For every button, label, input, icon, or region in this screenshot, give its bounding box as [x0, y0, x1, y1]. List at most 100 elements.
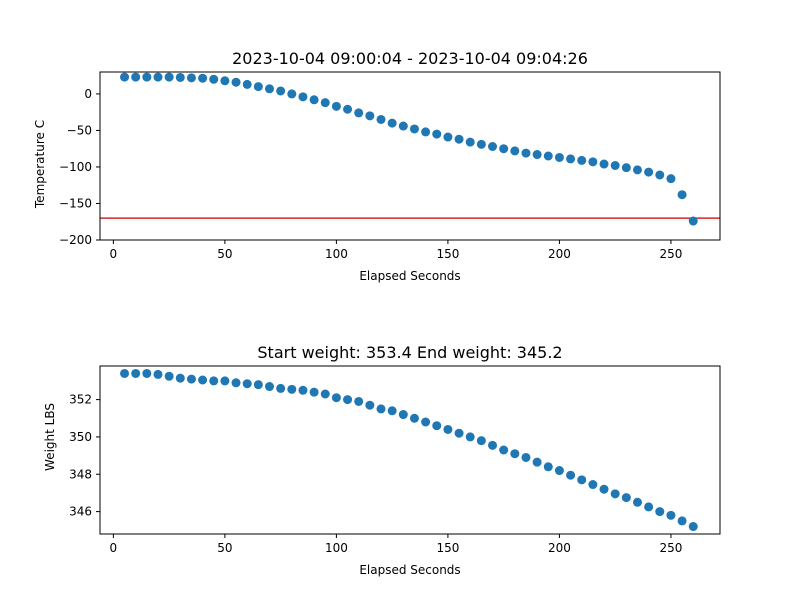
weight-x-tick-label: 250 [659, 541, 682, 555]
temperature-data-point [599, 159, 609, 169]
weight-data-point [476, 436, 486, 446]
temperature-data-point [510, 146, 520, 156]
temperature-x-tick-label: 200 [548, 247, 571, 261]
temperature-data-point [621, 163, 631, 173]
temperature-data-point [276, 86, 286, 96]
temperature-data-point [153, 72, 163, 82]
temperature-data-point [343, 104, 353, 114]
weight-data-point [566, 470, 576, 480]
weight-chart-title: Start weight: 353.4 End weight: 345.2 [257, 343, 562, 362]
weight-data-point [320, 389, 330, 399]
temperature-data-point [666, 174, 676, 184]
weight-data-point [175, 373, 185, 383]
weight-data-point [666, 510, 676, 520]
temperature-y-tick-label: −150 [59, 196, 92, 210]
temperature-data-point [421, 127, 431, 137]
weight-y-axis-label: Weight LBS [43, 403, 57, 471]
temperature-data-point [387, 118, 397, 128]
weight-data-point [209, 376, 219, 386]
temperature-data-point [566, 154, 576, 164]
temperature-data-point [242, 79, 252, 89]
temperature-data-point [644, 167, 654, 177]
weight-data-point [577, 475, 587, 485]
weight-data-point [688, 522, 698, 532]
weight-data-point [677, 516, 687, 526]
weight-data-point [409, 413, 419, 423]
temperature-data-point [409, 124, 419, 134]
weight-data-point [131, 368, 141, 378]
weight-data-point [387, 406, 397, 416]
temperature-data-point [610, 160, 620, 170]
weight-data-point [599, 484, 609, 494]
weight-data-point [621, 493, 631, 503]
weight-data-point [264, 382, 274, 392]
weight-data-point [276, 383, 286, 393]
weight-data-point [120, 368, 130, 378]
weight-data-point [632, 497, 642, 507]
temperature-data-point [175, 72, 185, 82]
temperature-data-point [398, 121, 408, 131]
weight-data-point [543, 462, 553, 472]
temperature-y-tick-label: −200 [59, 233, 92, 247]
weight-data-point [231, 378, 241, 388]
weight-data-point [465, 432, 475, 442]
weight-data-point [655, 507, 665, 517]
weight-data-point [186, 374, 196, 384]
temperature-chart-title: 2023-10-04 09:00:04 - 2023-10-04 09:04:2… [232, 49, 588, 68]
weight-data-point [588, 480, 598, 490]
temperature-data-point [142, 72, 152, 82]
temperature-data-point [632, 165, 642, 175]
weight-data-point [153, 369, 163, 379]
weight-y-tick-label: 350 [69, 430, 92, 444]
temperature-data-point [253, 82, 263, 92]
weight-data-point [610, 489, 620, 499]
temperature-data-point [688, 216, 698, 226]
weight-data-point [554, 466, 564, 476]
weight-data-point [454, 428, 464, 438]
temperature-data-point [264, 84, 274, 94]
weight-data-point [287, 384, 297, 394]
weight-data-point [510, 449, 520, 459]
temperature-data-point [287, 89, 297, 99]
weight-data-point [164, 371, 174, 381]
temperature-x-tick-label: 50 [217, 247, 232, 261]
weight-data-point [499, 445, 509, 455]
weight-data-point [331, 393, 341, 403]
temperature-data-point [577, 155, 587, 165]
temperature-data-point [131, 72, 141, 82]
temperature-data-point [521, 148, 531, 158]
temperature-plot-area: 0 50 100 150 200 250 −200 −150 −100 −50 0 [59, 71, 721, 261]
weight-chart: Start weight: 353.4 End weight: 345.2 El… [43, 343, 721, 577]
temperature-data-point [476, 139, 486, 149]
weight-x-tick-label: 150 [436, 541, 459, 555]
temperature-data-point [231, 77, 241, 87]
weight-data-point [488, 440, 498, 450]
weight-x-tick-label: 50 [217, 541, 232, 555]
weight-data-point [253, 380, 263, 390]
weight-axes-frame [99, 365, 721, 535]
temperature-chart: 2023-10-04 09:00:04 - 2023-10-04 09:04:2… [33, 49, 721, 283]
temperature-data-point [198, 73, 208, 83]
temperature-data-point [376, 114, 386, 124]
temperature-data-point [432, 129, 442, 139]
weight-data-point [343, 395, 353, 405]
temperature-data-point [209, 74, 219, 84]
weight-data-point [298, 385, 308, 395]
weight-data-point [142, 368, 152, 378]
temperature-data-point [677, 190, 687, 200]
temperature-data-point [186, 73, 196, 83]
temperature-data-point [465, 137, 475, 147]
temperature-axes-frame [99, 71, 721, 241]
temperature-data-point [120, 72, 130, 82]
weight-data-point [398, 410, 408, 420]
temperature-data-point [443, 132, 453, 142]
weight-y-tick-label: 348 [69, 467, 92, 481]
weight-y-tick-label: 346 [69, 505, 92, 519]
weight-data-point [421, 417, 431, 427]
temperature-data-point [164, 72, 174, 82]
temperature-data-point [354, 108, 364, 118]
temperature-data-point [365, 111, 375, 121]
weight-data-point [242, 379, 252, 389]
